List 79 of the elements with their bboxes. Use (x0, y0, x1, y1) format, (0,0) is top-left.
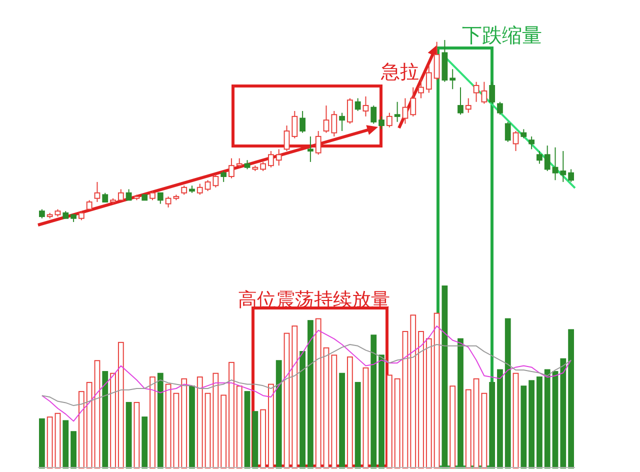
bar (504, 318, 511, 468)
bar (196, 376, 203, 468)
bar (536, 376, 542, 468)
bar (134, 402, 140, 468)
bar (331, 354, 338, 468)
candlestick (560, 150, 566, 182)
candlestick (450, 68, 456, 90)
bar (308, 320, 314, 468)
bar (54, 412, 61, 468)
bar (512, 372, 519, 468)
bar (465, 389, 472, 468)
bar (284, 332, 290, 468)
bar (165, 384, 172, 468)
bar (204, 392, 211, 468)
bar (528, 380, 535, 468)
candlestick (426, 64, 432, 94)
bar (426, 338, 432, 468)
bar (118, 342, 124, 468)
bar (189, 386, 195, 468)
bar (315, 318, 322, 468)
bar (552, 371, 558, 468)
bar (370, 334, 377, 468)
bar (150, 376, 156, 468)
bar (126, 402, 132, 468)
bar (402, 331, 408, 468)
bar (450, 386, 456, 468)
bar (560, 358, 566, 468)
bar (362, 367, 369, 468)
candlestick (276, 148, 282, 166)
bar (410, 314, 416, 468)
bar (489, 382, 496, 468)
bar (300, 351, 306, 468)
candlestick (362, 96, 369, 117)
bar (346, 356, 353, 468)
candlestick (394, 101, 400, 122)
annotation: 下跌缩量 (462, 23, 542, 47)
bar (260, 409, 266, 468)
bar (70, 431, 76, 468)
bar (497, 369, 503, 468)
bar (86, 382, 92, 468)
bar (78, 391, 84, 468)
bar (46, 416, 53, 468)
bar (323, 347, 330, 468)
bar (434, 312, 440, 468)
bar (481, 392, 488, 468)
bar (252, 411, 258, 468)
bar (544, 369, 550, 468)
bar (458, 338, 464, 468)
bar (62, 420, 69, 468)
annotation: 急拉 (380, 61, 419, 83)
bar (378, 354, 384, 468)
bar (142, 416, 148, 468)
bar (181, 378, 188, 468)
bar (292, 326, 298, 468)
bar (339, 372, 345, 468)
bar (173, 392, 180, 468)
bar (236, 386, 242, 468)
bar (276, 360, 282, 468)
bar (244, 391, 250, 468)
bar (418, 331, 424, 468)
bar (212, 372, 219, 468)
bar (220, 394, 227, 468)
candlestick (308, 136, 314, 162)
bar (157, 372, 164, 468)
bar (568, 329, 574, 468)
bar (94, 360, 100, 468)
bar (110, 372, 116, 468)
bar (268, 384, 274, 468)
bar (386, 374, 392, 468)
bar (442, 286, 448, 468)
bar (354, 382, 361, 468)
bar (473, 378, 480, 468)
bar (520, 386, 527, 468)
candlestick (552, 146, 558, 181)
bar (39, 418, 45, 468)
candlestick (465, 98, 472, 114)
bar (394, 378, 400, 468)
bar (102, 371, 108, 468)
bar (228, 362, 234, 468)
